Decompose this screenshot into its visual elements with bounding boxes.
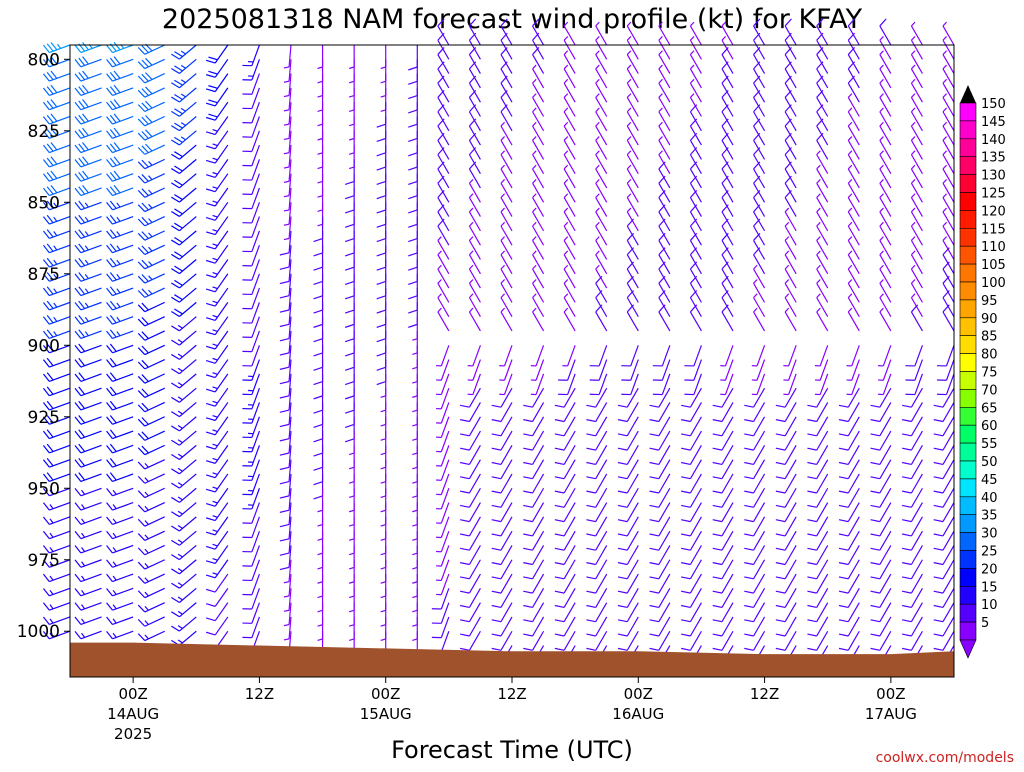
colorbar-label: 25 bbox=[981, 545, 998, 560]
colorbar-label: 70 bbox=[981, 383, 998, 398]
colorbar-label: 110 bbox=[981, 240, 1006, 255]
colorbar-swatch bbox=[960, 461, 976, 479]
colorbar-swatch bbox=[960, 586, 976, 604]
colorbar-label: 145 bbox=[981, 115, 1006, 130]
colorbar-label: 10 bbox=[981, 598, 998, 613]
y-tick-label: 850 bbox=[28, 193, 60, 213]
colorbar-swatch bbox=[960, 103, 976, 121]
colorbar-swatch bbox=[960, 157, 976, 175]
colorbar-label: 40 bbox=[981, 491, 998, 506]
colorbar-swatch bbox=[960, 246, 976, 264]
x-axis-label: Forecast Time (UTC) bbox=[391, 736, 633, 764]
x-tick-label: 00Z bbox=[371, 685, 400, 703]
colorbar-label: 100 bbox=[981, 276, 1006, 291]
colorbar-swatch bbox=[960, 479, 976, 497]
x-tick-year: 2025 bbox=[114, 725, 152, 743]
x-tick-label: 00Z bbox=[876, 685, 905, 703]
colorbar-label: 105 bbox=[981, 258, 1006, 273]
colorbar-swatch bbox=[960, 354, 976, 372]
colorbar-label: 55 bbox=[981, 437, 998, 452]
colorbar-label: 150 bbox=[981, 97, 1006, 112]
colorbar-swatch bbox=[960, 228, 976, 246]
y-tick-label: 925 bbox=[28, 408, 60, 428]
colorbar-swatch bbox=[960, 425, 976, 443]
colorbar-label: 50 bbox=[981, 455, 998, 470]
colorbar-label: 125 bbox=[981, 187, 1006, 202]
colorbar-swatch bbox=[960, 389, 976, 407]
colorbar-swatch bbox=[960, 336, 976, 354]
colorbar-swatch bbox=[960, 264, 976, 282]
x-tick-date: 16AUG bbox=[612, 705, 664, 723]
x-tick-date: 17AUG bbox=[865, 705, 917, 723]
colorbar-swatch bbox=[960, 407, 976, 425]
colorbar-swatch bbox=[960, 193, 976, 211]
colorbar-label: 120 bbox=[981, 204, 1006, 219]
colorbar-label: 115 bbox=[981, 222, 1006, 237]
colorbar-swatch bbox=[960, 604, 976, 622]
colorbar-swatch bbox=[960, 443, 976, 461]
colorbar-label: 80 bbox=[981, 348, 998, 363]
colorbar-label: 95 bbox=[981, 294, 998, 309]
y-tick-label: 900 bbox=[28, 336, 60, 356]
colorbar-label: 140 bbox=[981, 133, 1006, 148]
y-tick-label: 800 bbox=[28, 50, 60, 70]
colorbar-swatch bbox=[960, 210, 976, 228]
colorbar-label: 75 bbox=[981, 366, 998, 381]
x-tick-label: 12Z bbox=[245, 685, 274, 703]
colorbar-swatch bbox=[960, 497, 976, 515]
colorbar-swatch bbox=[960, 551, 976, 569]
y-tick-label: 875 bbox=[28, 265, 60, 285]
colorbar-swatch bbox=[960, 622, 976, 640]
y-tick-label: 1000 bbox=[17, 622, 60, 642]
colorbar-label: 35 bbox=[981, 509, 998, 524]
y-tick-label: 975 bbox=[28, 551, 60, 571]
colorbar-label: 130 bbox=[981, 169, 1006, 184]
colorbar-label: 30 bbox=[981, 527, 998, 542]
colorbar-swatch bbox=[960, 300, 976, 318]
x-tick-label: 00Z bbox=[624, 685, 653, 703]
colorbar-swatch bbox=[960, 515, 976, 533]
x-tick-label: 00Z bbox=[118, 685, 147, 703]
y-tick-label: 950 bbox=[28, 479, 60, 499]
colorbar-label: 15 bbox=[981, 580, 998, 595]
y-tick-label: 825 bbox=[28, 122, 60, 142]
colorbar-swatch bbox=[960, 175, 976, 193]
colorbar-label: 45 bbox=[981, 473, 998, 488]
colorbar-swatch bbox=[960, 568, 976, 586]
colorbar-swatch bbox=[960, 282, 976, 300]
x-tick-date: 15AUG bbox=[360, 705, 412, 723]
colorbar-label: 20 bbox=[981, 562, 998, 577]
colorbar-swatch bbox=[960, 372, 976, 390]
x-tick-date: 14AUG bbox=[107, 705, 159, 723]
colorbar-swatch bbox=[960, 318, 976, 336]
colorbar-label: 65 bbox=[981, 401, 998, 416]
colorbar-label: 5 bbox=[981, 616, 989, 631]
x-tick-label: 12Z bbox=[497, 685, 526, 703]
colorbar-label: 60 bbox=[981, 419, 998, 434]
colorbar-label: 90 bbox=[981, 312, 998, 327]
credit-text: coolwx.com/models bbox=[876, 750, 1014, 766]
colorbar-swatch bbox=[960, 139, 976, 157]
colorbar-label: 85 bbox=[981, 330, 998, 345]
colorbar-label: 135 bbox=[981, 151, 1006, 166]
colorbar-swatch bbox=[960, 121, 976, 139]
chart-title: 2025081318 NAM forecast wind profile (kt… bbox=[162, 4, 863, 35]
x-tick-label: 12Z bbox=[750, 685, 779, 703]
colorbar-swatch bbox=[960, 533, 976, 551]
